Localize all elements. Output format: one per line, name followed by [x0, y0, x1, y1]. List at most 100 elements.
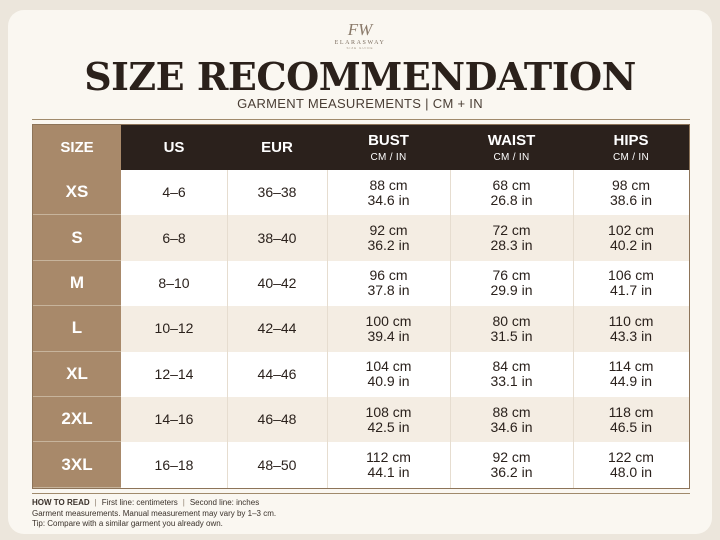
eur-cell: 36–38	[227, 170, 327, 215]
waist-in-value: 34.6 in	[490, 418, 533, 435]
header-size: SIZE	[60, 139, 94, 156]
header-label: WAIST	[487, 132, 536, 149]
bust-cell: 88 cm 34.6 in	[327, 170, 450, 215]
us-value: 12–14	[154, 365, 194, 382]
eur-value: 48–50	[257, 456, 297, 473]
eur-cell: 42–44	[227, 306, 327, 351]
header-unit: CM / IN	[493, 152, 530, 163]
waist-cm-value: 84 cm	[492, 358, 531, 375]
brand-tagline: SIZE GUIDE	[346, 46, 374, 50]
table-row: XL 12–14 44–46 104 cm 40.9 in 84 cm 33.1 in 114…	[33, 351, 689, 397]
eur-cell: 46–48	[227, 397, 327, 442]
waist-cell: 88 cm 34.6 in	[450, 397, 573, 442]
header-label: HIPS	[613, 132, 649, 149]
size-column-background	[33, 125, 121, 488]
size-label: L	[33, 306, 121, 352]
eur-value: 38–40	[257, 229, 297, 246]
eur-value: 46–48	[257, 411, 297, 428]
brand-monogram: FW	[347, 20, 373, 39]
us-value: 8–10	[158, 274, 190, 291]
table-row: L 10–12 42–44 100 cm 39.4 in 80 cm 31.5 in 110 …	[33, 306, 689, 352]
hips-cm-value: 98 cm	[611, 176, 651, 193]
hips-cm-value: 102 cm	[608, 222, 654, 239]
us-value: 14–16	[154, 411, 194, 428]
hips-cell: 118 cm 46.5 in	[573, 397, 689, 442]
header-label: BUST	[368, 132, 409, 149]
table-row: S 6–8 38–40 92 cm 36.2 in 72 cm 28.3 in 102 cm 4…	[33, 215, 689, 261]
table-row: 2XL 14–16 46–48 108 cm 42.5 in 88 cm 34.6 in 11…	[33, 397, 689, 443]
bust-cm-value: 92 cm	[369, 222, 408, 239]
waist-cell: 68 cm 26.8 in	[450, 170, 573, 215]
divider-bottom	[32, 493, 690, 494]
waist-in-value: 29.9 in	[490, 282, 533, 299]
size-label: 2XL	[33, 397, 121, 443]
eur-value: 40–42	[257, 274, 297, 291]
waist-cell: 92 cm 36.2 in	[450, 442, 573, 487]
bust-cm-value: 108 cm	[365, 403, 412, 420]
hips-cm-value: 110 cm	[608, 312, 654, 329]
us-value: 4–6	[162, 184, 186, 201]
header-waist: WAIST CM / IN	[450, 125, 573, 170]
bust-in-value: 39.4 in	[367, 327, 410, 344]
size-label: M	[33, 261, 121, 307]
bust-cell: 100 cm 39.4 in	[327, 306, 450, 351]
bust-cm-value: 88 cm	[369, 176, 408, 193]
waist-cm-value: 68 cm	[492, 176, 531, 193]
column-divider	[573, 170, 574, 488]
us-cell: 6–8	[121, 215, 227, 260]
hips-cell: 106 cm 41.7 in	[573, 261, 689, 306]
eur-cell: 38–40	[227, 215, 327, 260]
tip-text: Tip: Compare with a similar garment you …	[32, 519, 223, 528]
header-unit: CM / IN	[613, 152, 649, 163]
size-label: 3XL	[33, 442, 121, 488]
waist-in-value: 26.8 in	[490, 191, 533, 208]
column-divider	[227, 170, 228, 488]
bust-in-value: 36.2 in	[367, 237, 410, 254]
hips-in-value: 38.6 in	[609, 191, 653, 208]
hips-in-value: 41.7 in	[609, 282, 653, 299]
footer-notes: HOW TO READ | First line: centimeters | Seco…	[32, 498, 692, 530]
eur-value: 42–44	[257, 320, 297, 337]
size-label: XL	[33, 352, 121, 397]
line2-note: Second line: inches	[189, 498, 260, 507]
hips-cell: 98 cm 38.6 in	[573, 170, 689, 215]
bust-cell: 92 cm 36.2 in	[327, 215, 450, 260]
table-row: 3XL 16–18 48–50 112 cm 44.1 in 92 cm 36.2 in 12…	[33, 442, 689, 488]
how-to-read-line: HOW TO READ | First line: centimeters | Seco…	[32, 498, 260, 507]
column-divider	[327, 170, 328, 488]
eur-cell: 44–46	[227, 352, 327, 397]
divider-top	[32, 119, 690, 120]
waist-cell: 80 cm 31.5 in	[450, 306, 573, 351]
hips-cm-value: 122 cm	[608, 449, 654, 466]
bust-in-value: 40.9 in	[367, 373, 410, 390]
eur-value: 44–46	[257, 365, 297, 382]
waist-cm-value: 72 cm	[492, 222, 531, 239]
bust-cell: 104 cm 40.9 in	[327, 352, 450, 397]
header-label: US	[163, 139, 185, 156]
brand-name: ELARASWAY	[334, 40, 386, 46]
table-header-background	[121, 125, 689, 170]
size-label: XS	[33, 170, 121, 216]
waist-in-value: 28.3 in	[490, 237, 533, 254]
header-eur: EUR	[227, 125, 327, 170]
us-cell: 4–6	[121, 170, 227, 215]
column-divider	[450, 170, 451, 488]
brand-logo: FW ELARASWAY SIZE GUIDE	[300, 20, 420, 52]
waist-cm-value: 80 cm	[492, 312, 531, 329]
us-cell: 14–16	[121, 397, 227, 442]
eur-value: 36–38	[257, 184, 297, 201]
header-us: US	[121, 125, 227, 170]
hips-cm-value: 118 cm	[608, 403, 654, 420]
hips-in-value: 43.3 in	[609, 327, 653, 344]
us-cell: 16–18	[121, 442, 227, 487]
size-table: SIZE US EUR BUST CM / IN WAIST CM / IN HIPS CM …	[32, 124, 690, 489]
waist-cm-value: 88 cm	[492, 403, 531, 420]
eur-cell: 48–50	[227, 442, 327, 487]
page-title: SIZE RECOMMENDATION	[84, 54, 636, 99]
waist-in-value: 31.5 in	[490, 327, 533, 344]
waist-in-value: 36.2 in	[490, 464, 533, 481]
header-label: EUR	[261, 139, 293, 156]
table-row: XS 4–6 36–38 88 cm 34.6 in 68 cm 26.8 in 98 cm 3…	[33, 170, 689, 216]
us-value: 16–18	[154, 456, 194, 473]
bust-in-value: 42.5 in	[367, 418, 410, 435]
